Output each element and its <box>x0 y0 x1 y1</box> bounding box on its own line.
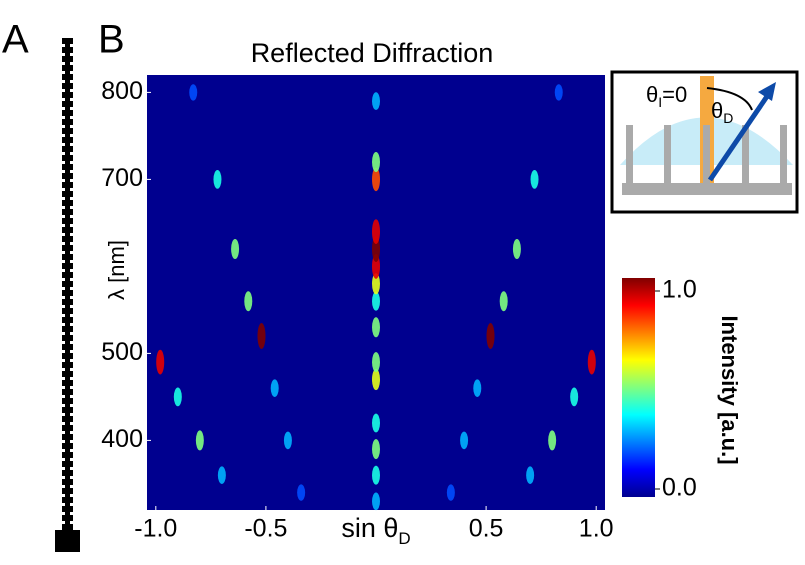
diffraction-spot <box>372 492 380 511</box>
diffraction-spot <box>372 219 380 245</box>
diffraction-spot <box>372 465 380 485</box>
diffraction-spot <box>217 466 226 485</box>
x-label-subscript: D <box>398 529 410 548</box>
diffraction-spot <box>297 484 306 501</box>
plot-area <box>147 75 605 511</box>
colorbar <box>622 278 655 497</box>
diffraction-spot <box>257 323 266 349</box>
subscript: I <box>658 94 662 110</box>
x-tick-label: 0.5 <box>469 515 504 543</box>
nanopillar-chain <box>55 38 80 552</box>
diffraction-spot <box>189 84 198 101</box>
diffraction-spot <box>173 387 182 407</box>
diffraction-spot <box>446 484 455 501</box>
diffraction-spot <box>372 291 380 311</box>
diffraction-spot <box>372 92 380 110</box>
substrate <box>622 183 792 195</box>
panel-label: B <box>98 18 125 62</box>
colorbar-tick-label: 0.0 <box>662 474 697 502</box>
angle-arc <box>706 87 753 111</box>
diffraction-spot <box>554 84 563 101</box>
diffraction-spot <box>486 323 495 349</box>
diffraction-spot <box>530 170 539 189</box>
colorbar-label: Intensity [a.u.] <box>717 315 742 464</box>
y-tick-label: 700 <box>101 164 143 192</box>
incident-angle-label: θI=0 <box>646 82 687 110</box>
arrow-head <box>758 82 776 101</box>
diffraction-spot <box>372 167 380 192</box>
chart-title: Reflected Diffraction <box>251 38 494 68</box>
rest: =0 <box>662 82 687 107</box>
diffracted-arrow <box>707 90 773 182</box>
diffraction-spot <box>231 239 240 259</box>
diffraction-spot <box>372 413 380 433</box>
diffraction-spot <box>548 430 557 451</box>
diffraction-spot <box>460 431 469 450</box>
diffraction-spot <box>570 387 579 407</box>
inset: θI=0 θD <box>610 70 799 214</box>
chain-base <box>55 530 80 552</box>
x-tick-label: 1.0 <box>579 515 614 543</box>
diffraction-spot <box>372 317 380 338</box>
diffraction-spot <box>372 368 380 391</box>
diffraction-spot <box>372 352 380 373</box>
diffraction-spot <box>244 291 253 312</box>
diffraction-spot <box>499 291 508 312</box>
diffraction-spot <box>372 273 380 295</box>
subscript: D <box>723 110 733 126</box>
x-axis-label: sin θD <box>341 513 410 548</box>
diffraction-spot <box>156 349 165 375</box>
diffraction-spot <box>372 152 380 172</box>
diffraction-spot <box>526 466 535 485</box>
symbol: θ <box>646 82 658 107</box>
diffraction-spot <box>195 430 204 451</box>
diffraction-spot <box>512 239 521 259</box>
diffraction-spot <box>587 349 596 375</box>
diffraction-spot <box>473 379 482 398</box>
pillars <box>626 125 787 185</box>
diffraction-spot <box>372 236 380 262</box>
panel-label: A <box>2 18 29 62</box>
colorbar-tick-label: 1.0 <box>662 276 697 304</box>
y-tick-label: 400 <box>101 425 143 453</box>
x-label-text: sin θ <box>341 513 398 543</box>
symbol: θ <box>711 98 723 123</box>
diffraction-spot <box>270 379 279 398</box>
x-tick-label: -1.0 <box>134 515 177 543</box>
diffraction-spot <box>372 439 380 460</box>
y-axis-label: λ [nm] <box>104 240 129 300</box>
y-tick-label: 500 <box>101 338 143 366</box>
diffraction-spot <box>213 170 222 189</box>
diffraction-spot <box>283 431 292 450</box>
chain-spine <box>65 38 70 533</box>
diffracted-angle-label: θD <box>711 98 733 126</box>
y-tick-label: 800 <box>101 77 143 105</box>
x-tick-label: -0.5 <box>244 515 287 543</box>
